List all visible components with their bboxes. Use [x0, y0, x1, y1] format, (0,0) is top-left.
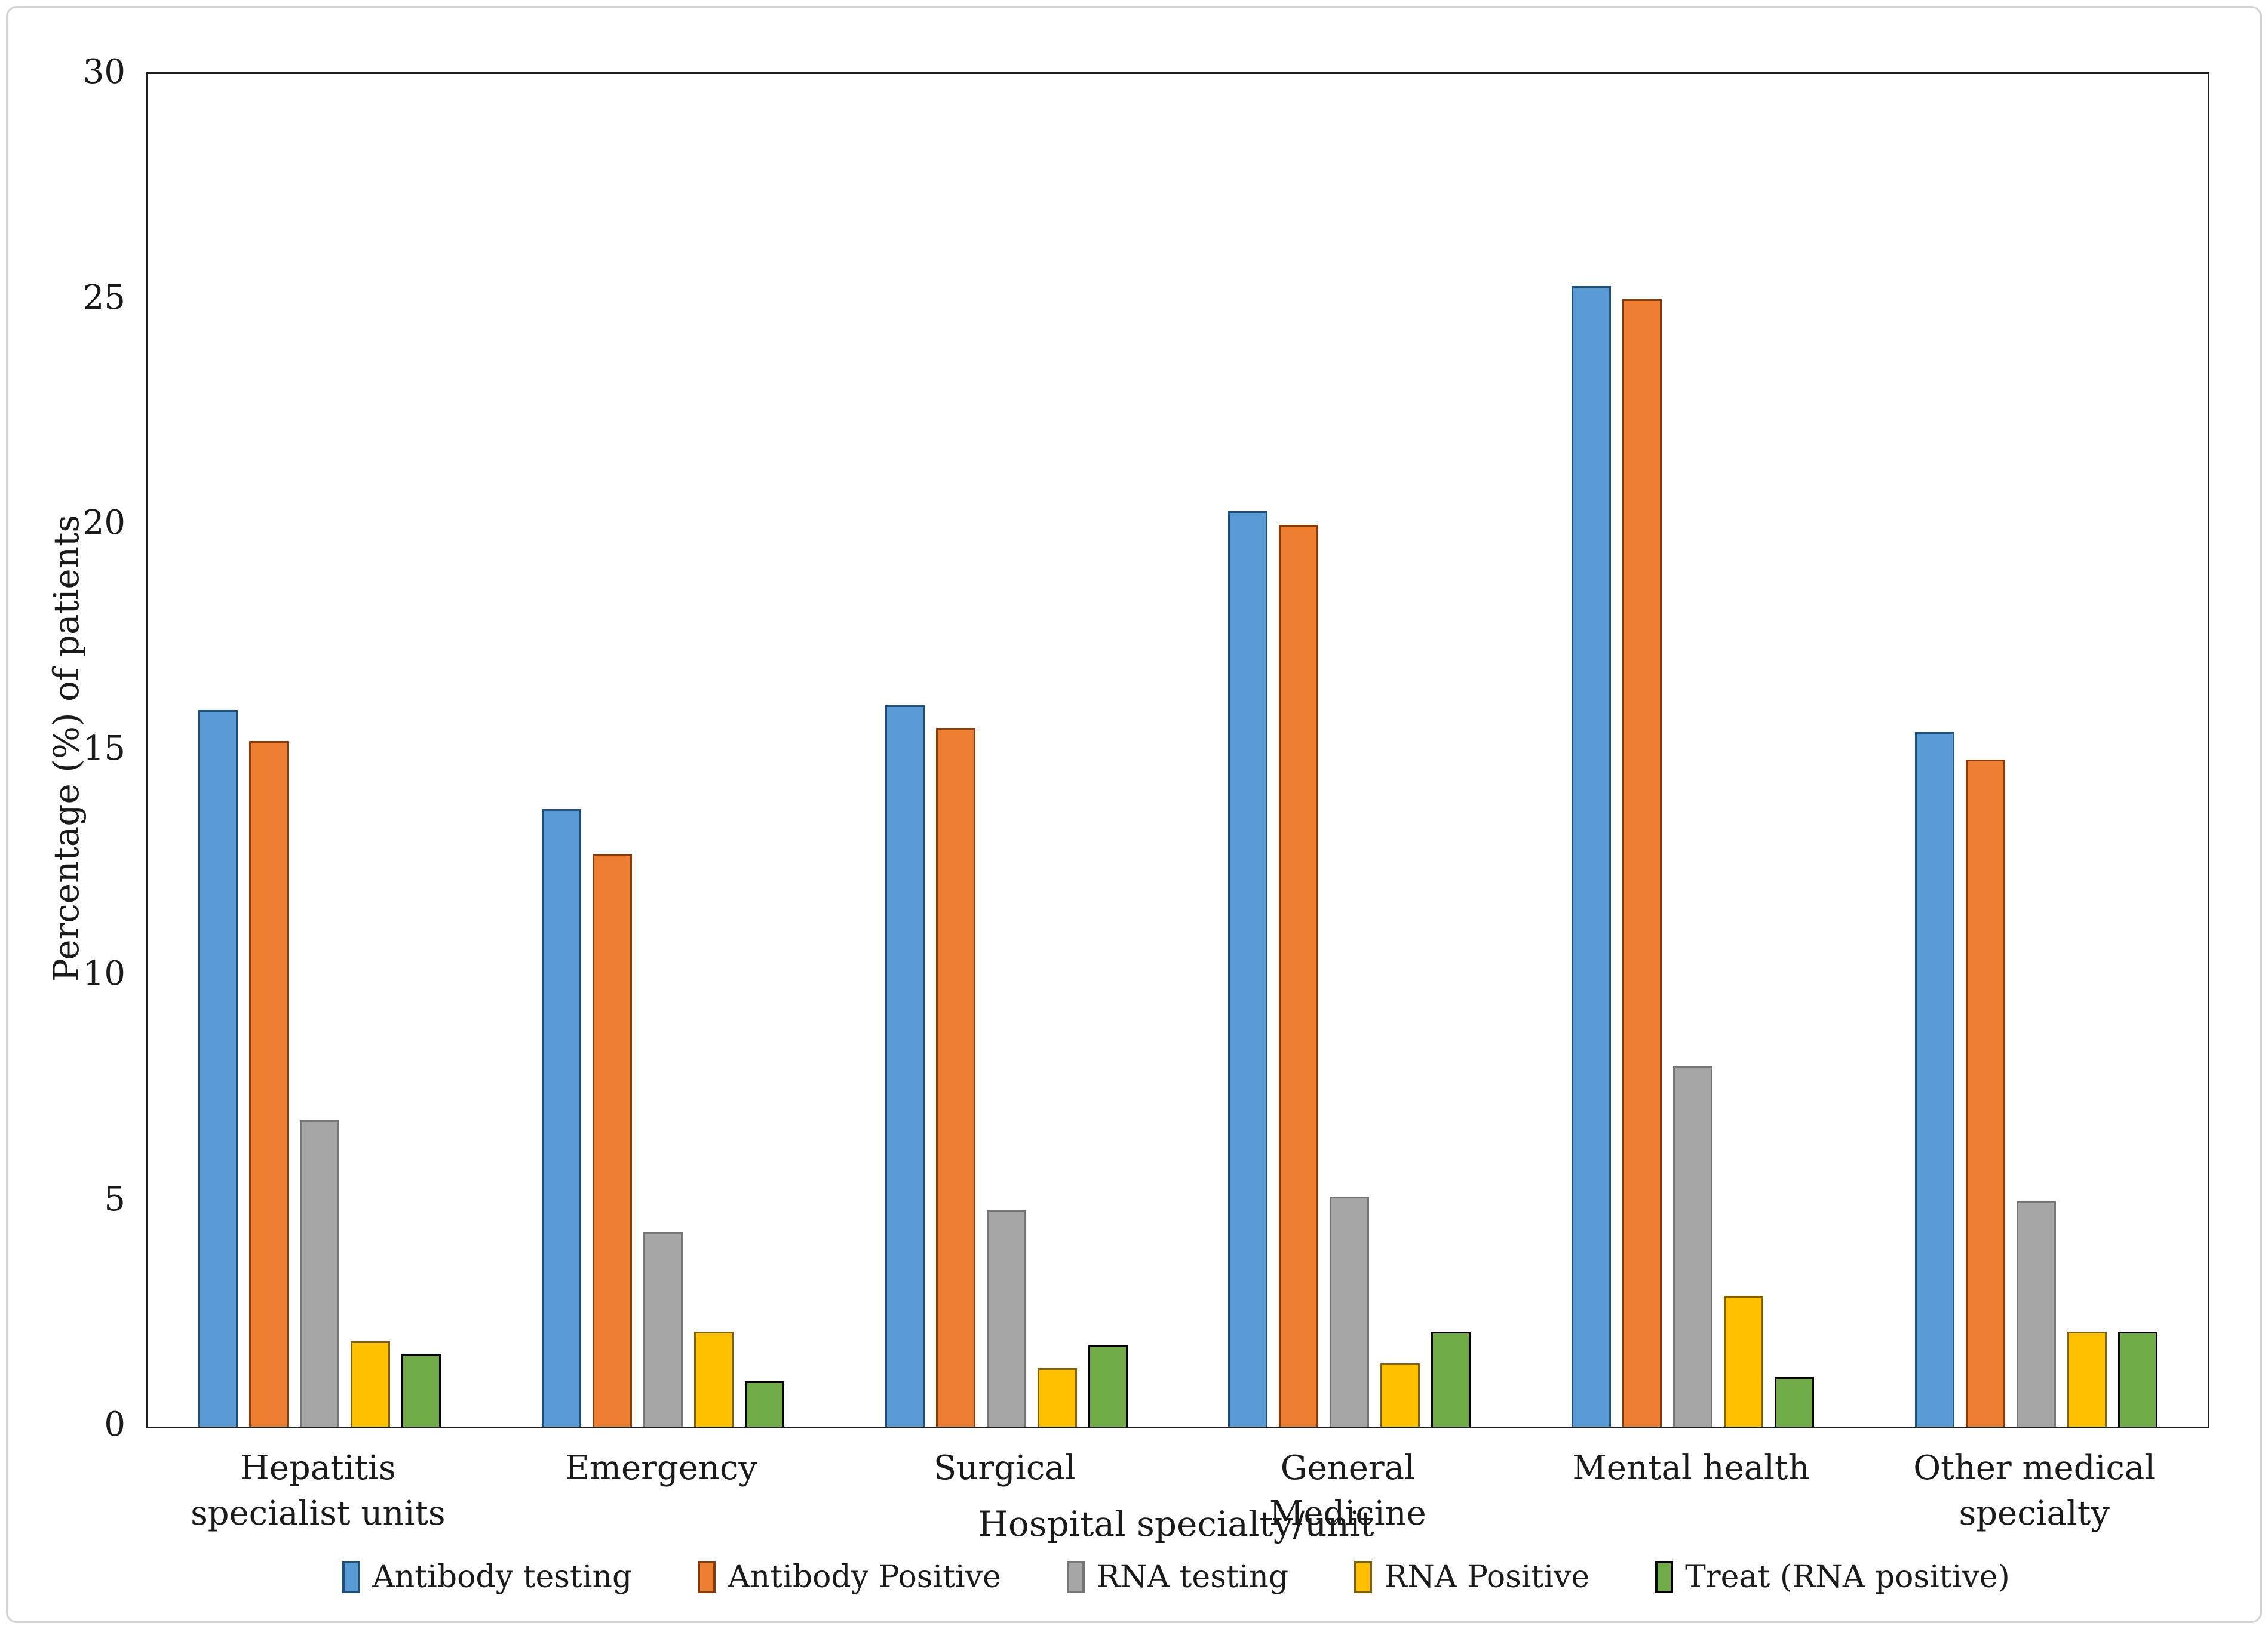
bar: [1088, 1345, 1128, 1427]
plot-area: [146, 72, 2209, 1428]
bar: [1330, 1197, 1370, 1427]
bar: [935, 728, 975, 1427]
legend-marker-icon: [1354, 1561, 1373, 1593]
bar: [1431, 1332, 1471, 1427]
bar-group-1: [148, 74, 492, 1427]
category-label-3: Surgical: [933, 1449, 1076, 1487]
figure-frame: Percentage (%) of patients 0 5 10 15 20 25 30 …: [6, 6, 2262, 1623]
y-tick-label-15: 15: [82, 729, 125, 768]
legend-label: Treat (RNA positive): [1685, 1559, 2010, 1595]
bar: [1622, 299, 1662, 1427]
legend-label: RNA testing: [1096, 1559, 1289, 1595]
y-tick-label-5: 5: [104, 1179, 125, 1219]
legend-label: RNA Positive: [1384, 1559, 1590, 1595]
x-axis-title: Hospital specialty/unit: [978, 1504, 1374, 1544]
bar: [593, 854, 632, 1427]
category-label-2: Emergency: [565, 1449, 757, 1487]
bar: [1228, 511, 1268, 1427]
bar: [745, 1381, 784, 1427]
bar-group-4: [1178, 74, 1521, 1427]
bar: [2067, 1332, 2107, 1427]
category-label-4: General Medicine: [1269, 1449, 1426, 1533]
legend-marker-icon: [342, 1561, 361, 1593]
bar: [351, 1341, 391, 1427]
y-tick-label-25: 25: [82, 278, 125, 317]
legend-label: Antibody Positive: [728, 1559, 1001, 1595]
bar: [1775, 1377, 1815, 1427]
legend-marker-icon: [698, 1561, 716, 1593]
y-tick-label-30: 30: [82, 53, 125, 91]
bar: [249, 741, 289, 1427]
category-label-6: Other medical specialty: [1913, 1449, 2156, 1533]
bar-group-6: [1864, 74, 2208, 1427]
bar: [1673, 1066, 1713, 1427]
bar: [198, 710, 238, 1427]
category-label-row: Hepatitis specialist units Emergency Surgi…: [146, 1446, 2206, 1536]
legend-item-5: Treat (RNA positive): [1655, 1559, 2010, 1595]
bar: [1965, 760, 2005, 1427]
bar: [300, 1120, 340, 1427]
bar-group-5: [1521, 74, 1865, 1427]
bar: [401, 1354, 441, 1427]
category-label-1: Hepatitis specialist units: [191, 1449, 446, 1533]
legend-marker-icon: [1066, 1561, 1085, 1593]
bar-group-3: [834, 74, 1178, 1427]
bar-groups: [148, 74, 2208, 1427]
chart-legend: Antibody testing Antibody Positive RNA tes…: [146, 1559, 2206, 1595]
bar: [1572, 286, 1612, 1427]
bar: [986, 1210, 1026, 1427]
legend-item-1: Antibody testing: [342, 1559, 632, 1595]
y-tick-label-20: 20: [82, 503, 125, 542]
legend-item-4: RNA Positive: [1354, 1559, 1589, 1595]
bar: [1279, 525, 1319, 1427]
bar: [1037, 1368, 1077, 1427]
bar: [542, 809, 581, 1427]
legend-item-2: Antibody Positive: [698, 1559, 1001, 1595]
y-tick-label-10: 10: [82, 954, 125, 993]
legend-item-3: RNA testing: [1066, 1559, 1289, 1595]
bar: [885, 705, 925, 1427]
bar: [1380, 1363, 1420, 1427]
legend-label: Antibody testing: [372, 1559, 633, 1595]
bar: [2117, 1332, 2157, 1427]
bar: [694, 1332, 734, 1427]
y-tick-label-0: 0: [104, 1405, 125, 1444]
bar: [643, 1232, 683, 1427]
bar-group-2: [492, 74, 835, 1427]
bar: [2016, 1201, 2056, 1427]
legend-marker-icon: [1655, 1561, 1674, 1593]
category-label-5: Mental health: [1572, 1449, 1810, 1487]
bar: [1724, 1296, 1764, 1427]
bar: [1914, 732, 1954, 1427]
